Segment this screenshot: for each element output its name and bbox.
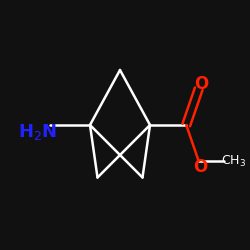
Text: O: O <box>194 158 208 176</box>
Text: O: O <box>194 75 208 93</box>
Text: CH$_3$: CH$_3$ <box>221 154 246 169</box>
Text: H$_2$N: H$_2$N <box>18 122 57 142</box>
